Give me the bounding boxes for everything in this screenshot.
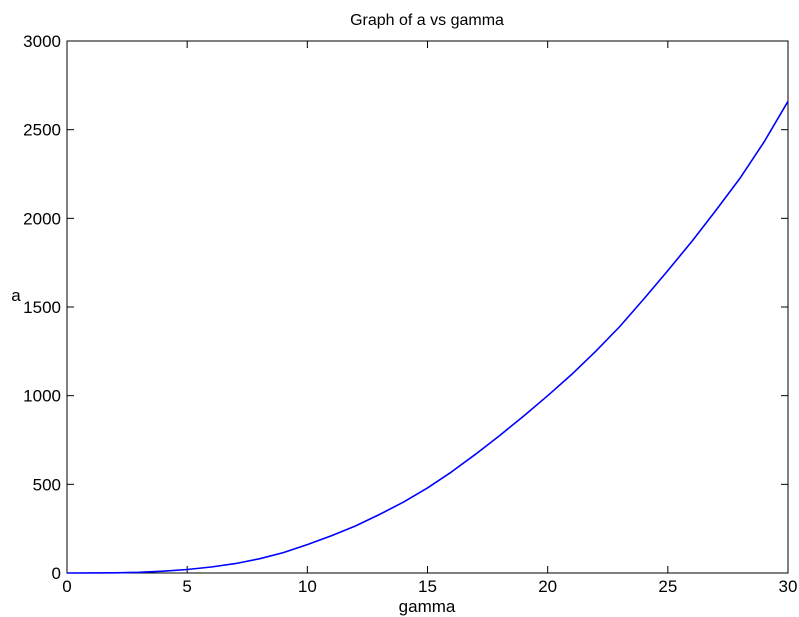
x-tick-label: 10 [298, 577, 317, 596]
x-tick-label: 0 [62, 577, 71, 596]
x-tick-label: 15 [418, 577, 437, 596]
y-tick-label: 3000 [23, 32, 61, 51]
series-line [66, 100, 789, 574]
x-tick-label: 5 [182, 577, 191, 596]
y-tick-label: 1000 [23, 387, 61, 406]
y-tick-label: 500 [33, 475, 61, 494]
series-layer [66, 100, 789, 574]
chart-title: Graph of a vs gamma [350, 12, 504, 29]
y-tick-label: 0 [52, 564, 61, 583]
x-tick-label: 25 [658, 577, 677, 596]
x-tick-label: 20 [538, 577, 557, 596]
y-tick-label: 2500 [23, 121, 61, 140]
y-axis-title: a [11, 286, 21, 305]
x-tick-label: 30 [779, 577, 798, 596]
x-axis-title: gamma [399, 597, 456, 616]
y-axis: 0 500 1000 1500 2000 2500 3000 [23, 32, 788, 583]
x-axis: 0 5 10 15 20 25 30 [62, 41, 797, 596]
y-tick-label: 1500 [23, 298, 61, 317]
y-tick-label: 2000 [23, 209, 61, 228]
plot-area [66, 40, 789, 574]
